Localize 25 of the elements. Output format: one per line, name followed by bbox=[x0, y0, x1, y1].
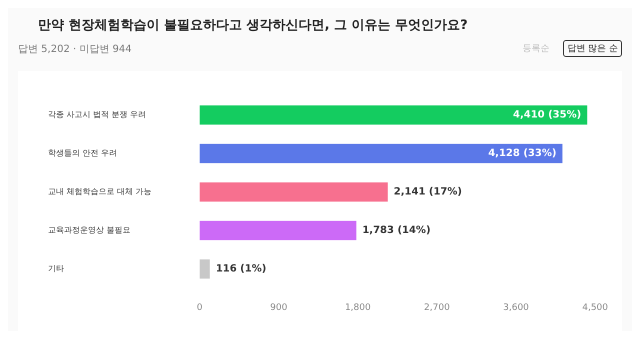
bar bbox=[200, 182, 388, 202]
bar bbox=[200, 144, 562, 164]
x-tick-label: 1,800 bbox=[344, 302, 371, 313]
data-label: 116 (1%) bbox=[216, 264, 266, 275]
y-tick-label: 각종 사고시 법적 분쟁 우려 bbox=[48, 110, 146, 120]
x-tick-label: 0 bbox=[196, 302, 203, 313]
data-label: 2,141 (17%) bbox=[394, 186, 462, 198]
data-label: 4,410 (35%) bbox=[513, 110, 582, 121]
chart-title: 만약 현장체험학습이 불필요하다고 생각하신다면, 그 이유는 무엇인가요? bbox=[37, 17, 469, 34]
bar bbox=[200, 105, 588, 125]
y-tick-label: 교내 체험학습으로 대체 가능 bbox=[48, 187, 152, 196]
x-tick-label: 900 bbox=[270, 302, 288, 313]
x-tick-label: 2,700 bbox=[424, 302, 450, 313]
x-tick-label: 3,600 bbox=[503, 302, 530, 313]
text: 등록순 bbox=[522, 43, 550, 55]
y-tick-label: 학생들의 안전 우려 bbox=[48, 148, 118, 158]
data-label: 4,128 (33%) bbox=[488, 148, 556, 160]
bar bbox=[200, 220, 356, 240]
bar bbox=[200, 259, 210, 279]
text: 답변 5,202 · 미답변 944 bbox=[18, 42, 132, 56]
text: 답변 많은 순 bbox=[563, 40, 622, 57]
x-tick-label: 4,500 bbox=[582, 302, 608, 313]
y-tick-label: 교육과정운영상 불필요 bbox=[48, 226, 131, 235]
y-tick-label: 기타 bbox=[48, 264, 64, 274]
data-label: 1,783 (14%) bbox=[362, 225, 431, 236]
